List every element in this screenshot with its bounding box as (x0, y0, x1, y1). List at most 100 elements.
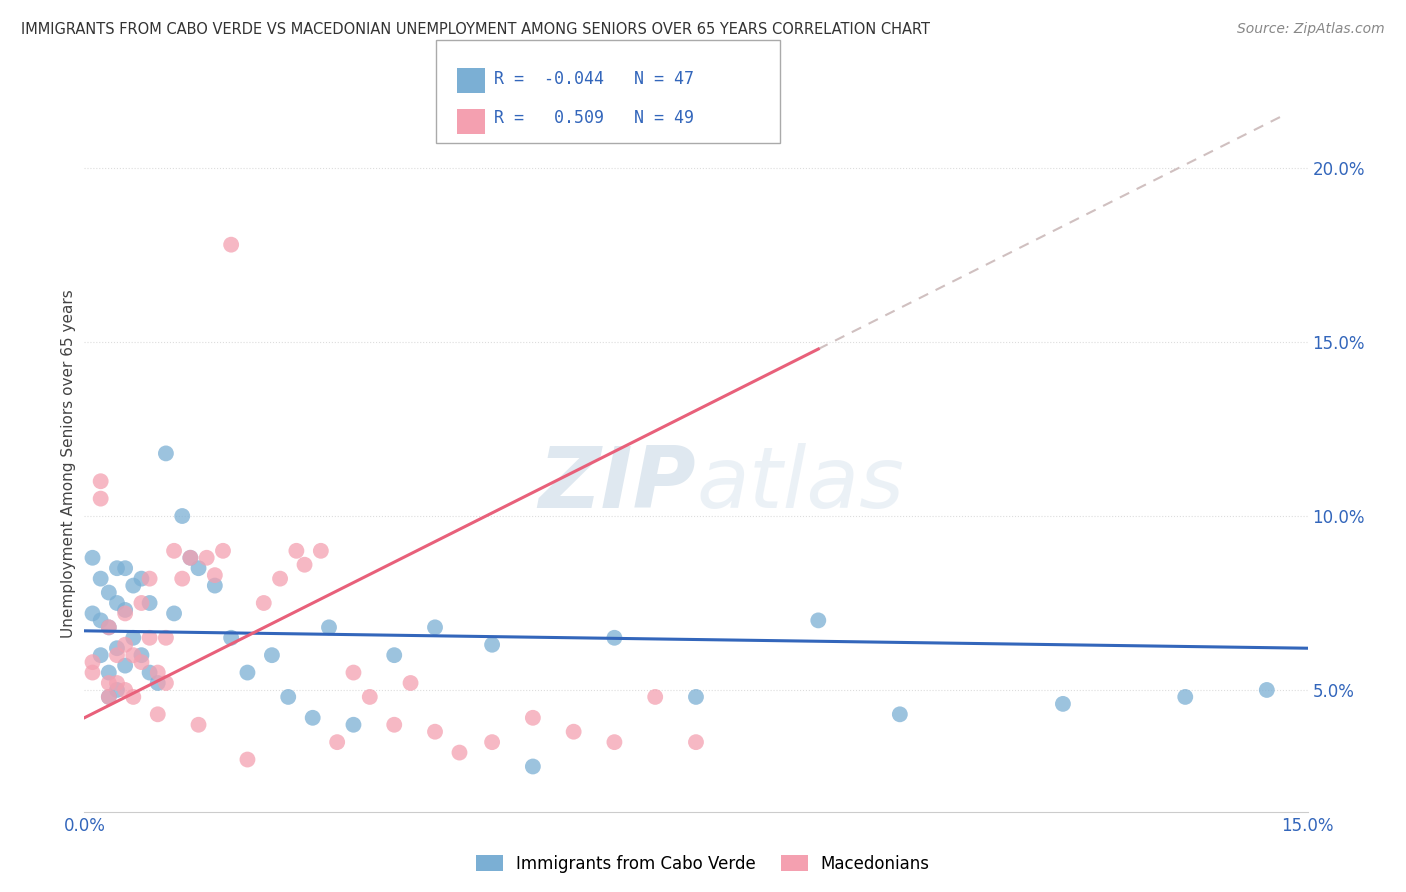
Point (82, 655, 104, 669)
Point (122, 690, 145, 704)
Point (105, 676, 128, 690)
Point (187, 561, 209, 575)
Point (269, 572, 291, 586)
Point (195, 550, 218, 565)
Point (138, 631, 160, 645)
Text: atlas: atlas (696, 443, 904, 526)
Point (155, 446, 177, 460)
Point (382, 648, 405, 662)
Point (481, 735, 503, 749)
Point (236, 752, 259, 766)
Point (90, 648, 112, 662)
Point (82, 665, 104, 680)
Point (90, 614, 112, 628)
Text: R =   0.509   N = 49: R = 0.509 N = 49 (494, 109, 693, 127)
Point (105, 683, 128, 698)
Point (138, 572, 160, 586)
Point (685, 690, 707, 704)
Point (603, 735, 626, 749)
Point (122, 578, 145, 592)
Point (644, 690, 666, 704)
Point (155, 631, 177, 645)
Point (172, 572, 194, 586)
Point (105, 648, 128, 662)
Point (97, 620, 120, 634)
Point (131, 596, 153, 610)
Point (219, 631, 242, 645)
Point (146, 665, 169, 680)
Point (342, 665, 364, 680)
Point (294, 558, 316, 572)
Point (138, 596, 160, 610)
Point (90, 475, 112, 489)
Point (889, 707, 911, 722)
Point (114, 658, 136, 673)
Point (131, 648, 153, 662)
Text: R =  -0.044   N = 47: R = -0.044 N = 47 (494, 70, 693, 88)
Point (179, 550, 201, 565)
Point (179, 550, 201, 565)
Point (131, 572, 153, 586)
Point (138, 665, 160, 680)
Point (807, 614, 830, 628)
Point (146, 676, 169, 690)
Point (97, 620, 120, 634)
Point (105, 596, 128, 610)
Text: IMMIGRANTS FROM CABO VERDE VS MACEDONIAN UNEMPLOYMENT AMONG SENIORS OVER 65 YEAR: IMMIGRANTS FROM CABO VERDE VS MACEDONIAN… (21, 22, 931, 37)
Point (423, 620, 446, 634)
Point (114, 638, 136, 652)
Y-axis label: Unemployment Among Seniors over 65 years: Unemployment Among Seniors over 65 years (60, 290, 76, 638)
Point (253, 596, 276, 610)
Point (326, 735, 349, 749)
Point (114, 603, 136, 617)
Point (187, 717, 209, 731)
Point (122, 631, 145, 645)
Point (97, 690, 120, 704)
Point (82, 607, 104, 621)
Point (1256, 683, 1278, 698)
Point (90, 572, 112, 586)
Point (122, 648, 145, 662)
Point (522, 711, 544, 725)
Point (105, 641, 128, 656)
Point (146, 707, 169, 722)
Point (318, 620, 340, 634)
Point (423, 724, 446, 739)
Point (97, 585, 120, 599)
Point (131, 655, 153, 669)
Point (301, 711, 323, 725)
Point (309, 543, 332, 558)
Point (204, 578, 226, 592)
Text: Source: ZipAtlas.com: Source: ZipAtlas.com (1237, 22, 1385, 37)
Point (97, 665, 120, 680)
Point (285, 543, 308, 558)
Point (204, 568, 226, 582)
Point (172, 508, 194, 523)
Legend: Immigrants from Cabo Verde, Macedonians: Immigrants from Cabo Verde, Macedonians (470, 848, 936, 880)
Point (97, 676, 120, 690)
Point (277, 690, 299, 704)
Point (449, 746, 471, 760)
Point (155, 676, 177, 690)
Point (114, 607, 136, 621)
Point (399, 676, 422, 690)
Point (90, 491, 112, 506)
Point (219, 237, 242, 252)
Point (82, 550, 104, 565)
Point (212, 543, 235, 558)
Point (114, 683, 136, 698)
Point (382, 717, 405, 731)
Point (522, 759, 544, 773)
Point (603, 631, 626, 645)
Point (163, 543, 186, 558)
Point (359, 690, 381, 704)
Point (562, 724, 585, 739)
Point (163, 607, 186, 621)
Point (685, 735, 707, 749)
Point (1052, 697, 1074, 711)
Text: ZIP: ZIP (538, 443, 696, 526)
Point (260, 648, 283, 662)
Point (342, 717, 364, 731)
Point (236, 665, 259, 680)
Point (97, 690, 120, 704)
